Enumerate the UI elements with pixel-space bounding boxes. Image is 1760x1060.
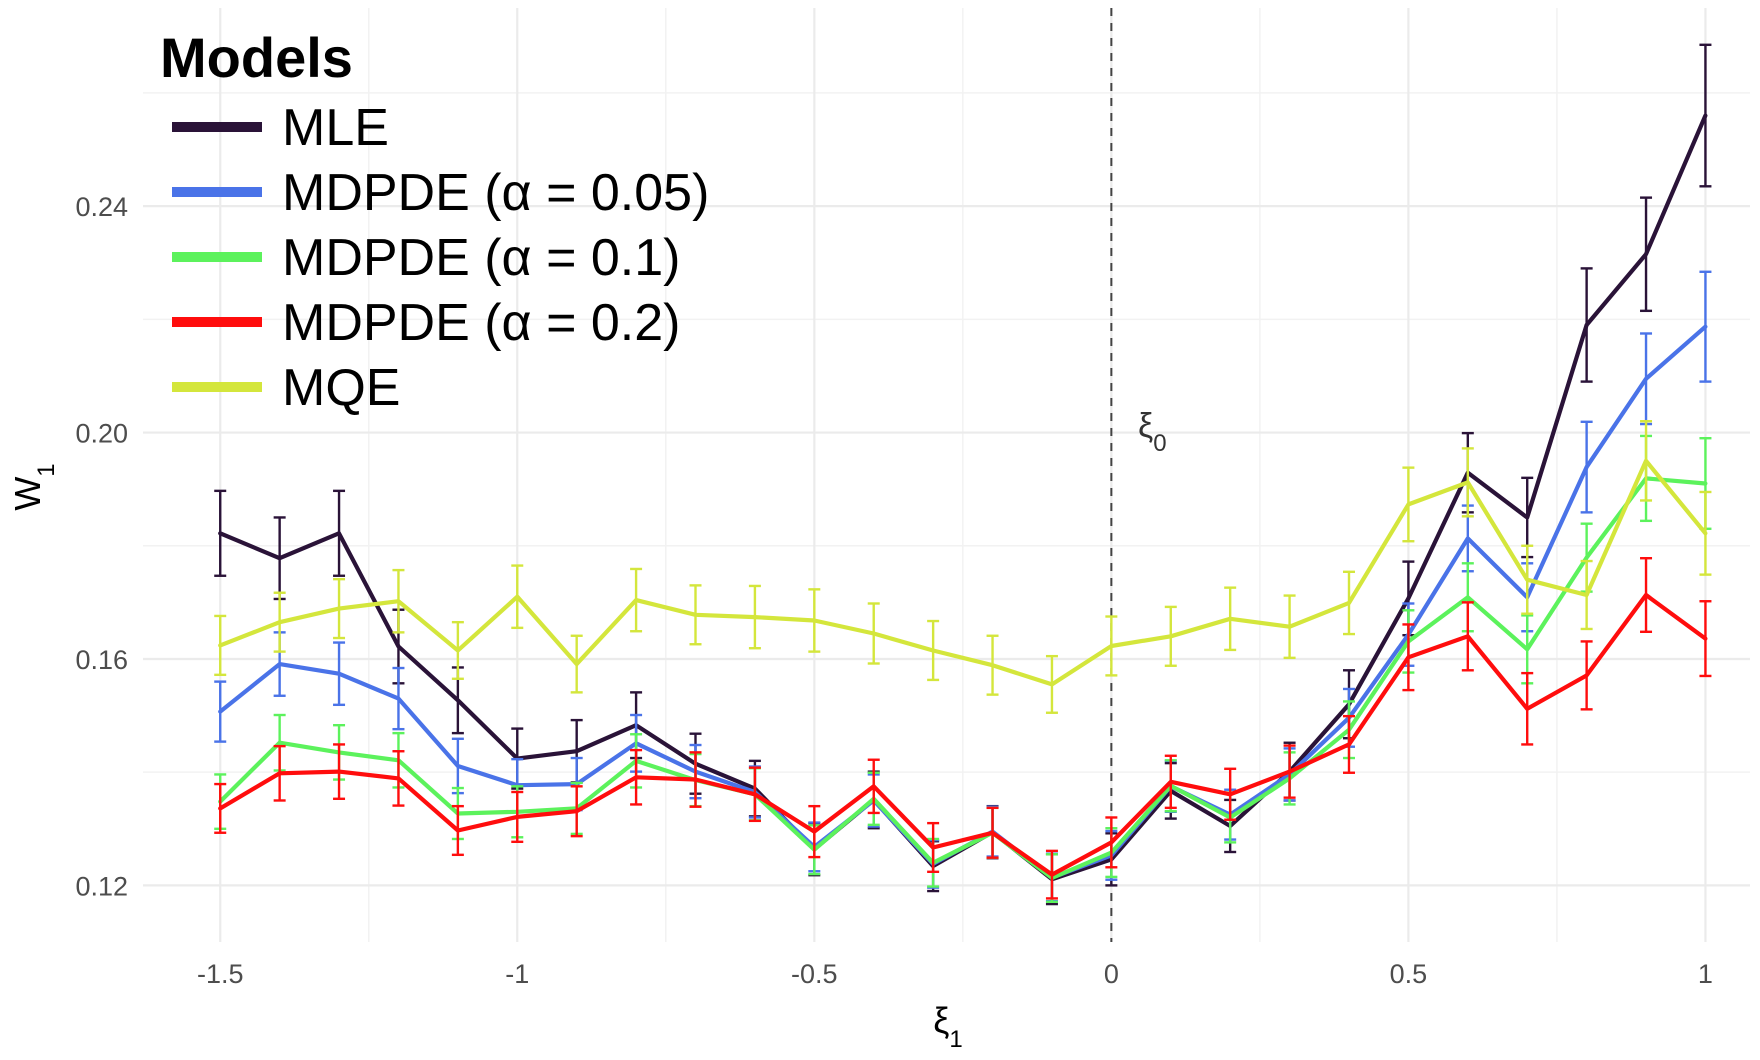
error-bars bbox=[214, 420, 1712, 714]
y-tick-label: 0.12 bbox=[75, 871, 128, 901]
x-tick-label: 0 bbox=[1104, 959, 1119, 989]
x-tick-label: -1.5 bbox=[197, 959, 244, 989]
y-axis-title: W1 bbox=[7, 463, 60, 510]
series-line bbox=[218, 592, 1708, 877]
y-tick-label: 0.24 bbox=[75, 192, 128, 222]
series-5 bbox=[214, 420, 1712, 714]
x-axis-title: ξ1 bbox=[933, 1000, 962, 1053]
legend-label: MDPDE (α = 0.05) bbox=[282, 164, 709, 222]
legend: Models MLE MDPDE (α = 0.05) MDPDE (α = 0.1… bbox=[160, 26, 709, 417]
tick-labels: -1.5 -1 -0.5 0 0.5 1 0.12 0.16 0.20 0.24 bbox=[75, 192, 1713, 989]
y-tick-label: 0.20 bbox=[75, 419, 128, 449]
x-tick-label: -0.5 bbox=[791, 959, 838, 989]
legend-label: MDPDE (α = 0.1) bbox=[282, 229, 680, 287]
legend-label: MQE bbox=[282, 359, 400, 417]
series-4 bbox=[214, 557, 1712, 900]
series-line bbox=[218, 458, 1708, 687]
series-group bbox=[214, 43, 1712, 906]
legend-label: MDPDE (α = 0.2) bbox=[282, 294, 680, 352]
series-line bbox=[218, 476, 1708, 881]
legend-title: Models bbox=[160, 26, 353, 89]
x-tick-label: 1 bbox=[1698, 959, 1713, 989]
y-tick-label: 0.16 bbox=[75, 645, 128, 675]
x-tick-label: 0.5 bbox=[1390, 959, 1428, 989]
x-tick-label: -1 bbox=[505, 959, 529, 989]
reference-line-label: ξ0 bbox=[1138, 407, 1167, 457]
legend-label: MLE bbox=[282, 99, 389, 157]
